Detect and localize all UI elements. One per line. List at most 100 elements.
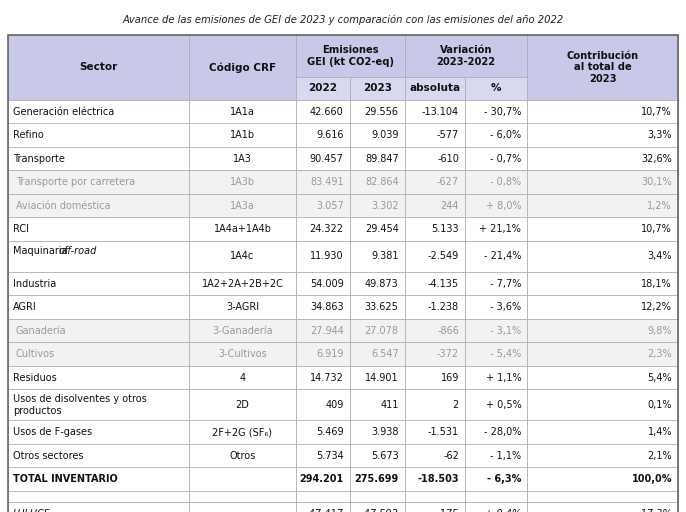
Bar [189,420,296,444]
Text: 2022: 2022 [309,83,338,94]
Bar [350,194,405,218]
Bar [8,272,189,295]
Text: -17,3%: -17,3% [637,509,672,512]
Bar [350,241,405,272]
Text: 24.322: 24.322 [309,224,344,234]
Text: 2,3%: 2,3% [648,349,672,359]
Text: -47.417: -47.417 [306,509,344,512]
Bar [405,319,465,343]
Bar [528,272,678,295]
Text: - 30,7%: - 30,7% [484,106,521,117]
Text: 2,1%: 2,1% [648,451,672,461]
Bar [528,170,678,194]
Text: LULUCF: LULUCF [13,509,50,512]
Text: 10,7%: 10,7% [641,224,672,234]
Bar [350,444,405,467]
Text: 29.454: 29.454 [365,224,399,234]
Text: absoluta: absoluta [410,83,460,94]
Bar [528,35,678,100]
Bar [189,467,296,491]
Text: 9,8%: 9,8% [648,326,672,336]
Text: 1A4c: 1A4c [230,251,255,262]
Text: 3,3%: 3,3% [648,130,672,140]
Bar [350,147,405,170]
Bar [405,502,465,512]
Text: -4.135: -4.135 [428,279,459,289]
Text: 3-Cultivos: 3-Cultivos [218,349,267,359]
Bar [528,444,678,467]
Bar [350,170,405,194]
Bar [8,170,189,194]
Text: 11.930: 11.930 [310,251,344,262]
Bar [405,420,465,444]
Text: - 6,3%: - 6,3% [487,474,521,484]
Bar [189,35,296,100]
Text: 1A1b: 1A1b [230,130,255,140]
Text: 33.625: 33.625 [365,302,399,312]
Bar [8,343,189,366]
Bar [405,123,465,147]
Bar [296,194,350,218]
Bar [296,170,350,194]
Text: Otros sectores: Otros sectores [13,451,84,461]
Text: -866: -866 [437,326,459,336]
Text: Emisiones
GEI (kt CO2-eq): Emisiones GEI (kt CO2-eq) [307,45,394,67]
Bar [405,35,528,77]
Text: Otros: Otros [229,451,256,461]
Bar [405,77,465,100]
Bar [189,194,296,218]
Bar [465,502,528,512]
Text: + 0,4%: + 0,4% [485,509,521,512]
Bar [405,467,465,491]
Bar [350,390,405,420]
Bar [8,194,189,218]
Bar [296,272,350,295]
Text: 3.057: 3.057 [316,201,344,211]
Text: 100,0%: 100,0% [632,474,672,484]
Text: Generación eléctrica: Generación eléctrica [13,106,115,117]
Bar [189,147,296,170]
Bar [465,319,528,343]
Text: 10,7%: 10,7% [641,106,672,117]
Bar [296,319,350,343]
Text: 5.469: 5.469 [316,427,344,437]
Bar [465,420,528,444]
Bar [296,241,350,272]
Text: -62: -62 [443,451,459,461]
Text: 89.847: 89.847 [365,154,399,164]
Bar [405,343,465,366]
Bar [8,502,189,512]
Bar [189,100,296,123]
Text: -1.238: -1.238 [428,302,459,312]
Text: -13.104: -13.104 [422,106,459,117]
Bar [465,123,528,147]
Text: - 1,1%: - 1,1% [490,451,521,461]
Text: 5,4%: 5,4% [648,373,672,383]
Text: 1A4a+1A4b: 1A4a+1A4b [213,224,272,234]
Text: - 0,8%: - 0,8% [490,177,521,187]
Text: - 5,4%: - 5,4% [490,349,521,359]
Text: -1.531: -1.531 [428,427,459,437]
Text: 4: 4 [239,373,246,383]
Bar [405,444,465,467]
Text: Residuos: Residuos [13,373,57,383]
Bar [189,123,296,147]
Bar [528,420,678,444]
Bar [189,170,296,194]
Text: Código CRF: Código CRF [209,62,276,73]
Text: - 0,7%: - 0,7% [490,154,521,164]
Text: 12,2%: 12,2% [641,302,672,312]
Bar [350,123,405,147]
Text: + 8,0%: + 8,0% [486,201,521,211]
Bar [350,100,405,123]
Bar [8,241,189,272]
Text: AGRI: AGRI [13,302,37,312]
Bar [296,343,350,366]
Bar [189,218,296,241]
Text: 18,1%: 18,1% [641,279,672,289]
Bar [465,241,528,272]
Bar [465,390,528,420]
Bar [405,390,465,420]
Text: 1A2+2A+2B+2C: 1A2+2A+2B+2C [202,279,283,289]
Bar [405,272,465,295]
